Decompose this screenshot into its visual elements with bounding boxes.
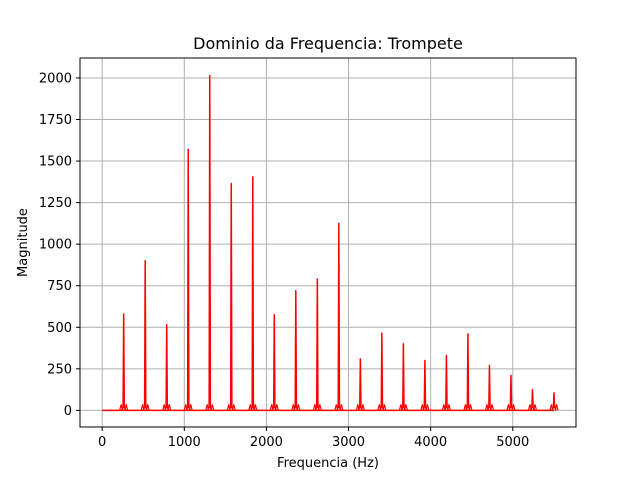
spectrum-peak [379, 332, 385, 411]
x-tick-label: 5000 [496, 435, 529, 450]
spectrum-peak-sideband [549, 404, 559, 411]
spectrum-peak [206, 74, 213, 411]
spectrum-peak-sideband [506, 404, 516, 411]
y-tick-label: 1500 [39, 155, 72, 170]
y-axis-label: Magnitude [16, 208, 31, 277]
x-tick-label: 0 [98, 435, 106, 450]
spectrum-peak [465, 333, 471, 411]
spectrum-peak [443, 354, 450, 411]
spectrum-peak-sideband [205, 404, 215, 411]
spectrum-peak-sideband [377, 404, 387, 411]
spectrum-peak [228, 182, 235, 411]
spectrum-peak-sideband [140, 404, 150, 411]
spectrum-peak [142, 260, 149, 411]
spectrum-peak [400, 343, 407, 411]
x-axis-label: Frequencia (Hz) [277, 456, 379, 471]
axes-frame [79, 57, 577, 428]
spectrum-peak [271, 314, 278, 411]
grid [80, 58, 576, 427]
x-tick-label: 1000 [168, 435, 201, 450]
chart-title: Dominio da Frequencia: Trompete [193, 34, 463, 53]
spectrum-peak-sideband [162, 404, 172, 411]
y-tick-label: 0 [64, 404, 72, 419]
y-tick-label: 1750 [39, 113, 72, 128]
spectrum-peak-sideband [420, 404, 430, 411]
plot-area [102, 74, 559, 412]
spectrum-peak-sideband [463, 404, 473, 411]
spectrum-peak-sideband [484, 404, 495, 411]
spectrum-peak-sideband [312, 404, 322, 411]
spectrum-peak [314, 278, 321, 411]
spectrum-peak [292, 289, 299, 411]
spectrum-peak-sideband [226, 404, 236, 411]
y-tick-label: 1000 [39, 238, 72, 253]
y-tick-label: 250 [47, 362, 72, 377]
ticks: 0 1000 2000 3000 4000 5000 0 250 500 750 1000 1250 1… [39, 71, 529, 450]
y-tick-label: 500 [47, 321, 72, 336]
spectrum-peak-sideband [355, 404, 365, 411]
spectrum-peak [357, 358, 364, 411]
x-tick-label: 3000 [332, 435, 365, 450]
x-tick-label: 4000 [414, 435, 447, 450]
spectrum-peak-sideband [183, 404, 193, 411]
y-tick-label: 1250 [39, 196, 72, 211]
spectrum-peak-sideband [291, 404, 301, 411]
spectrum-peak-sideband [119, 404, 129, 411]
spectrum-peak-sideband [248, 404, 258, 411]
x-tick-label: 2000 [250, 435, 283, 450]
spectrum-peak [249, 176, 256, 411]
y-tick-label: 750 [47, 279, 72, 294]
spectrum-peak [335, 222, 342, 411]
spectrum-peak [185, 148, 192, 411]
spectrum-peak [422, 359, 428, 411]
spectrum-peak-sideband [527, 404, 538, 411]
spectrum-peak-sideband [441, 404, 451, 411]
spectrum-peak [486, 364, 493, 411]
spectrum-peak [163, 324, 170, 411]
spectrum-peak [120, 313, 127, 411]
spectrum-peak-sideband [398, 404, 408, 411]
y-tick-label: 2000 [39, 71, 72, 86]
spectrum-peak-sideband [334, 404, 344, 411]
spectrum-peak-sideband [269, 404, 279, 411]
